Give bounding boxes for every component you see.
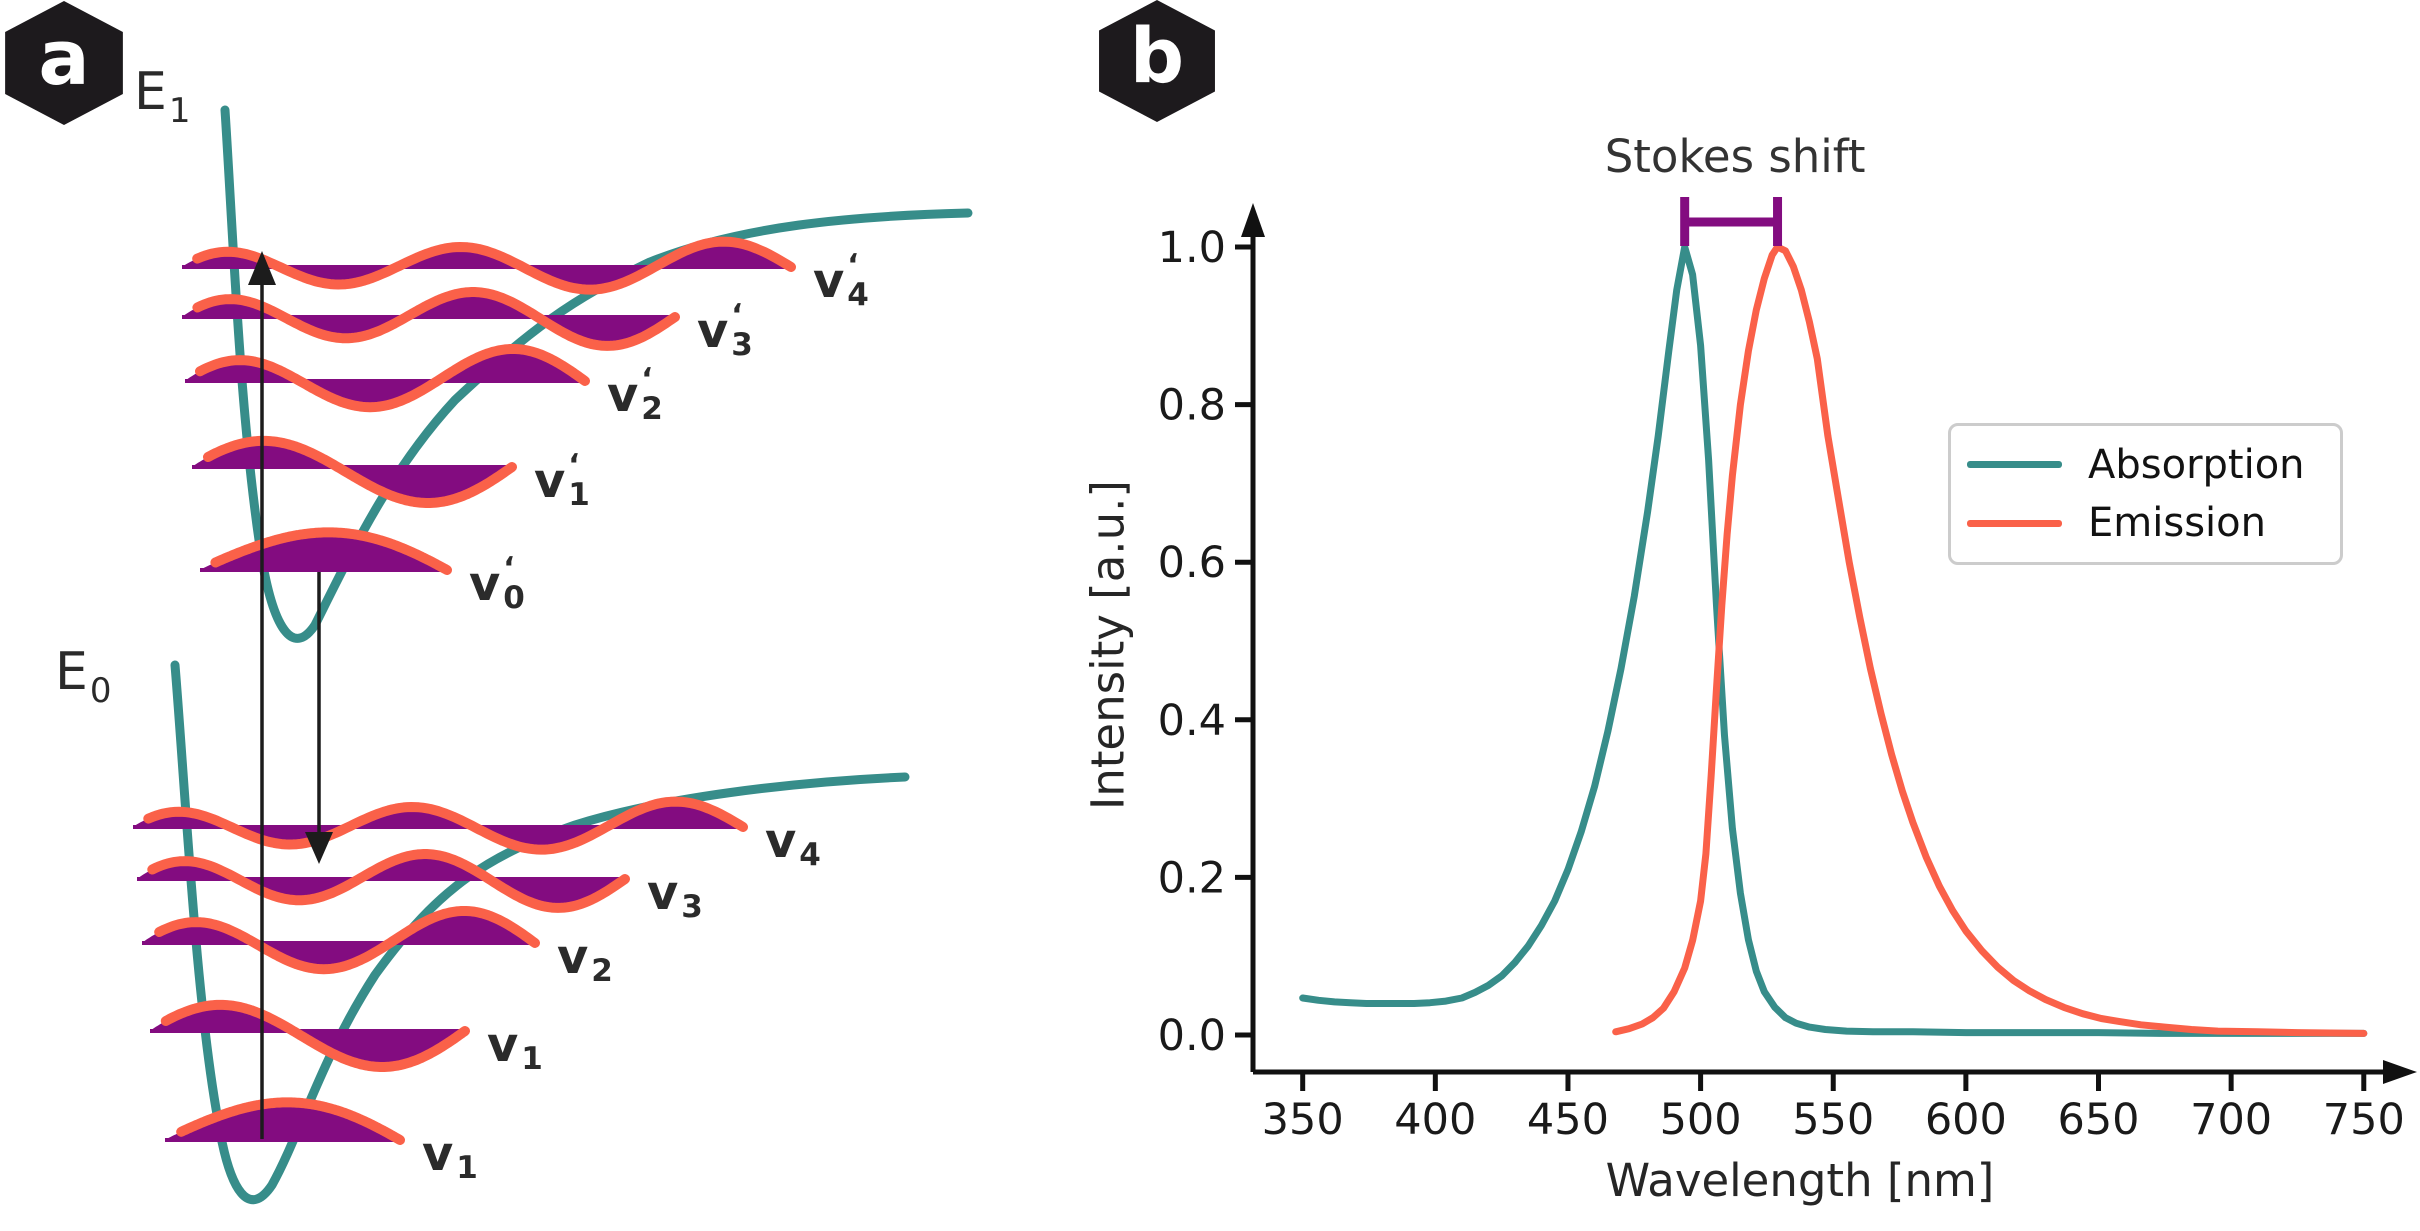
y-tick-label-2: 0.4 (1158, 696, 1226, 746)
x-axis-title: Wavelength [nm] (1605, 1154, 1995, 1207)
x-tick-label-450: 450 (1527, 1095, 1609, 1145)
y-tick-label-0: 0.0 (1158, 1011, 1226, 1061)
legend: Absorption Emission (1948, 423, 2343, 565)
upper-wavefunction-3 (203, 435, 517, 508)
y-tick-label-3: 0.6 (1158, 538, 1226, 588)
upper-wavefunction-4 (210, 527, 452, 575)
y-tick-label-5: 1.0 (1158, 223, 1226, 273)
emission-arrow-head-icon (305, 832, 333, 864)
lower-wavefunction-0 (143, 796, 748, 855)
x-tick-label-650: 650 (2057, 1095, 2139, 1145)
y-axis-arrow-icon (1241, 203, 1265, 237)
panel-a-badge-letter: a (38, 12, 90, 102)
x-tick-label-400: 400 (1394, 1095, 1476, 1145)
upper-level-label-1: v ‘3 (697, 298, 753, 363)
y-tick-label-4: 0.8 (1158, 381, 1226, 431)
upper-wavefunction-fill-0 (182, 241, 791, 290)
upper-wavefunction-1 (192, 287, 680, 351)
lower-wavefunction-2 (154, 906, 540, 975)
lower-wavefunction-fill-0 (133, 801, 743, 850)
legend-label-emission: Emission (2088, 500, 2266, 547)
lower-wavefunction-1 (147, 849, 630, 913)
x-tick-label-700: 700 (2190, 1095, 2272, 1145)
upper-level-label-2: v ‘2 (607, 362, 663, 427)
emission-curve (1612, 243, 2368, 1037)
upper-level-label-3: v ‘1 (534, 448, 590, 513)
upper-wavefunction-2 (195, 344, 590, 413)
upper-wavefunction-fill-2 (185, 349, 585, 408)
legend-label-absorption: Absorption (2088, 441, 2305, 488)
x-tick-label-350: 350 (1262, 1095, 1344, 1145)
emission-line-swatch (1967, 519, 2062, 527)
x-tick-label-550: 550 (1792, 1095, 1874, 1145)
absorption-arrow-head-icon (248, 251, 276, 285)
lower-wavefunction-fill-2 (142, 911, 535, 970)
upper-level-label-0: v ‘4 (813, 248, 869, 313)
lower-wavefunction-3 (160, 999, 470, 1072)
lower-wavefunction-4 (176, 1097, 405, 1145)
y-axis-title: Intensity [a.u.] (1081, 480, 1135, 810)
legend-entry-absorption: Absorption (1951, 445, 2340, 485)
panel-b-badge-letter: b (1129, 10, 1185, 100)
ground-state-label: E0 (55, 642, 112, 711)
excited-state-label: E1 (134, 62, 191, 131)
x-tick-label-500: 500 (1660, 1095, 1742, 1145)
x-axis-arrow-icon (2383, 1060, 2417, 1084)
upper-wavefunction-0 (192, 236, 796, 295)
stokes-shift-annotation: Stokes shift (1604, 130, 1866, 183)
x-tick-label-750: 750 (2323, 1095, 2405, 1145)
upper-level-label-4: v ‘0 (469, 551, 525, 616)
absorption-line-swatch (1967, 461, 2062, 469)
legend-entry-emission: Emission (1951, 503, 2340, 543)
y-tick-label-1: 0.2 (1158, 853, 1226, 903)
x-tick-label-600: 600 (1925, 1095, 2007, 1145)
absorption-curve (1299, 243, 2368, 1037)
